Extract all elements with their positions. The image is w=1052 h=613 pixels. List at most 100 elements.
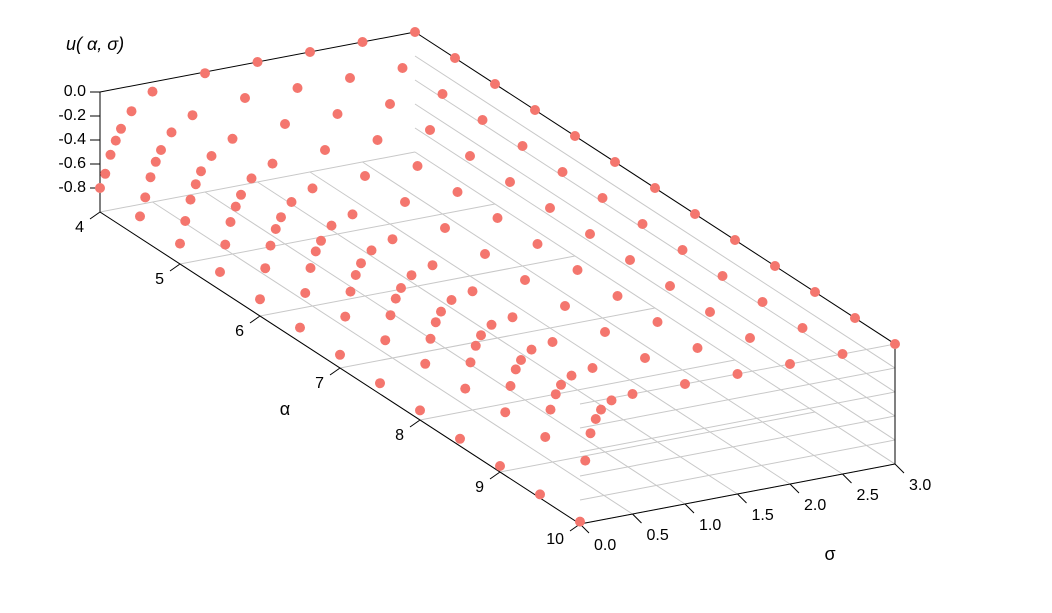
point — [427, 260, 438, 271]
grid-line — [414, 79, 896, 393]
y-tick-label: 3.0 — [909, 477, 931, 494]
point — [397, 63, 408, 73]
point — [350, 270, 361, 280]
point — [357, 37, 368, 47]
grid-line — [414, 103, 896, 417]
point — [797, 323, 808, 333]
point — [415, 405, 425, 416]
point — [465, 151, 475, 161]
x-tick — [89, 211, 101, 220]
x-tick-label: 4 — [75, 219, 84, 236]
point — [356, 258, 366, 269]
y-tick — [789, 483, 800, 494]
point — [520, 275, 530, 285]
point — [850, 313, 860, 323]
point — [150, 156, 161, 167]
point — [557, 167, 568, 177]
point — [566, 370, 577, 381]
point — [335, 349, 345, 360]
y-tick-label: 2.0 — [804, 497, 826, 514]
point — [465, 357, 476, 368]
point — [745, 333, 755, 343]
point — [530, 105, 540, 115]
point — [580, 455, 591, 466]
grid-line — [309, 171, 791, 485]
point — [95, 183, 105, 193]
point — [652, 317, 663, 327]
point — [387, 234, 398, 245]
point — [230, 201, 241, 212]
grid-line — [414, 151, 896, 465]
y-axis-label: σ — [824, 544, 835, 564]
point — [610, 157, 620, 167]
z-tick-label: -0.6 — [58, 155, 86, 172]
point — [320, 145, 330, 155]
point — [692, 343, 703, 353]
point — [575, 516, 585, 527]
grid-line — [204, 191, 686, 505]
grid-line — [414, 127, 896, 441]
point — [547, 337, 558, 347]
y-tick-label: 2.5 — [857, 487, 879, 504]
point — [145, 172, 156, 183]
point — [267, 158, 278, 169]
point — [477, 115, 488, 125]
point — [517, 141, 528, 151]
point — [597, 193, 608, 203]
point — [380, 335, 391, 346]
y-tick — [894, 463, 905, 474]
point — [690, 209, 700, 219]
point — [412, 161, 423, 171]
y-tick — [632, 513, 642, 524]
z-tick-label: 0.0 — [64, 83, 86, 100]
point — [590, 414, 601, 424]
point — [100, 168, 111, 179]
point — [505, 177, 515, 187]
point — [425, 333, 436, 344]
x-tick-label: 5 — [155, 271, 164, 288]
point — [252, 57, 263, 67]
point — [587, 363, 598, 373]
point — [452, 187, 463, 197]
x-tick-label: 9 — [475, 479, 484, 496]
grid-line — [414, 55, 896, 369]
point — [460, 383, 471, 394]
point — [310, 246, 321, 257]
point — [366, 245, 377, 256]
point — [440, 223, 450, 233]
point — [220, 239, 231, 250]
point — [732, 369, 743, 379]
point — [385, 99, 395, 109]
point — [227, 133, 238, 144]
y-tick — [842, 473, 852, 484]
point — [450, 53, 460, 63]
point — [785, 359, 795, 369]
point — [126, 106, 137, 117]
point — [446, 295, 457, 305]
x-tick-label: 7 — [315, 375, 324, 392]
point — [286, 197, 297, 207]
point — [572, 265, 583, 275]
point — [890, 339, 900, 349]
point — [455, 433, 465, 444]
y-tick-label: 1.5 — [752, 507, 774, 524]
grid-line — [579, 391, 896, 453]
point — [187, 110, 198, 121]
point — [215, 267, 225, 277]
point — [305, 47, 315, 57]
point — [717, 271, 728, 281]
point — [347, 209, 358, 220]
point — [665, 281, 675, 291]
grid-line — [257, 181, 738, 495]
point — [507, 312, 518, 323]
z-tick-label: -0.2 — [58, 107, 86, 124]
point — [316, 235, 326, 246]
point — [476, 330, 486, 341]
point — [410, 27, 420, 37]
y-tick — [684, 503, 695, 514]
point — [495, 461, 505, 471]
point — [585, 229, 595, 239]
x-tick — [409, 419, 421, 428]
point — [637, 219, 648, 229]
